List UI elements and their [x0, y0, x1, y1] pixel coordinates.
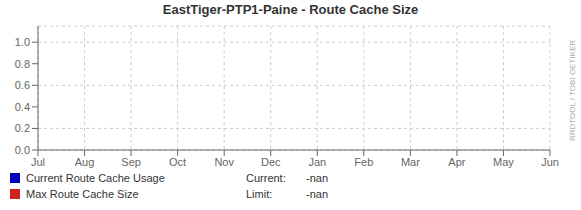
html-text:Current:: Current:: [246, 172, 286, 184]
svg-text:0.0: 0.0: [15, 144, 30, 156]
html-text:-nan: -nan: [306, 188, 328, 200]
svg-text:Jun: Jun: [541, 156, 559, 168]
svg-text:Jul: Jul: [31, 156, 45, 168]
svg-text:Nov: Nov: [214, 156, 234, 168]
svg-text:0.6: 0.6: [15, 79, 30, 91]
html-text:EastTiger-PTP1-Paine - Route C: EastTiger-PTP1-Paine - Route Cache Size: [162, 2, 419, 17]
svg-text:Mar: Mar: [401, 156, 420, 168]
html-text:-nan: -nan: [306, 172, 328, 184]
svg-text:0.8: 0.8: [15, 58, 30, 70]
svg-text:Sep: Sep: [121, 156, 141, 168]
svg-text:Dec: Dec: [261, 156, 281, 168]
html-text:RRDTOOL / TOBI OETIKER: RRDTOOL / TOBI OETIKER: [567, 40, 577, 142]
svg-text:Feb: Feb: [354, 156, 373, 168]
svg-text:May: May: [493, 156, 514, 168]
svg-text:0.4: 0.4: [15, 101, 30, 113]
svg-text:1.0: 1.0: [15, 36, 30, 48]
svg-text:Apr: Apr: [448, 156, 465, 168]
html-text:Max Route Cache Size: Max Route Cache Size: [26, 188, 139, 200]
html-text:Current Route Cache Usage: Current Route Cache Usage: [26, 172, 165, 184]
svg-text:Aug: Aug: [75, 156, 95, 168]
svg-text:0.2: 0.2: [15, 122, 30, 134]
svg-text:Oct: Oct: [169, 156, 186, 168]
html-text:Limit:: Limit:: [246, 188, 273, 200]
svg-text:Jan: Jan: [308, 156, 326, 168]
